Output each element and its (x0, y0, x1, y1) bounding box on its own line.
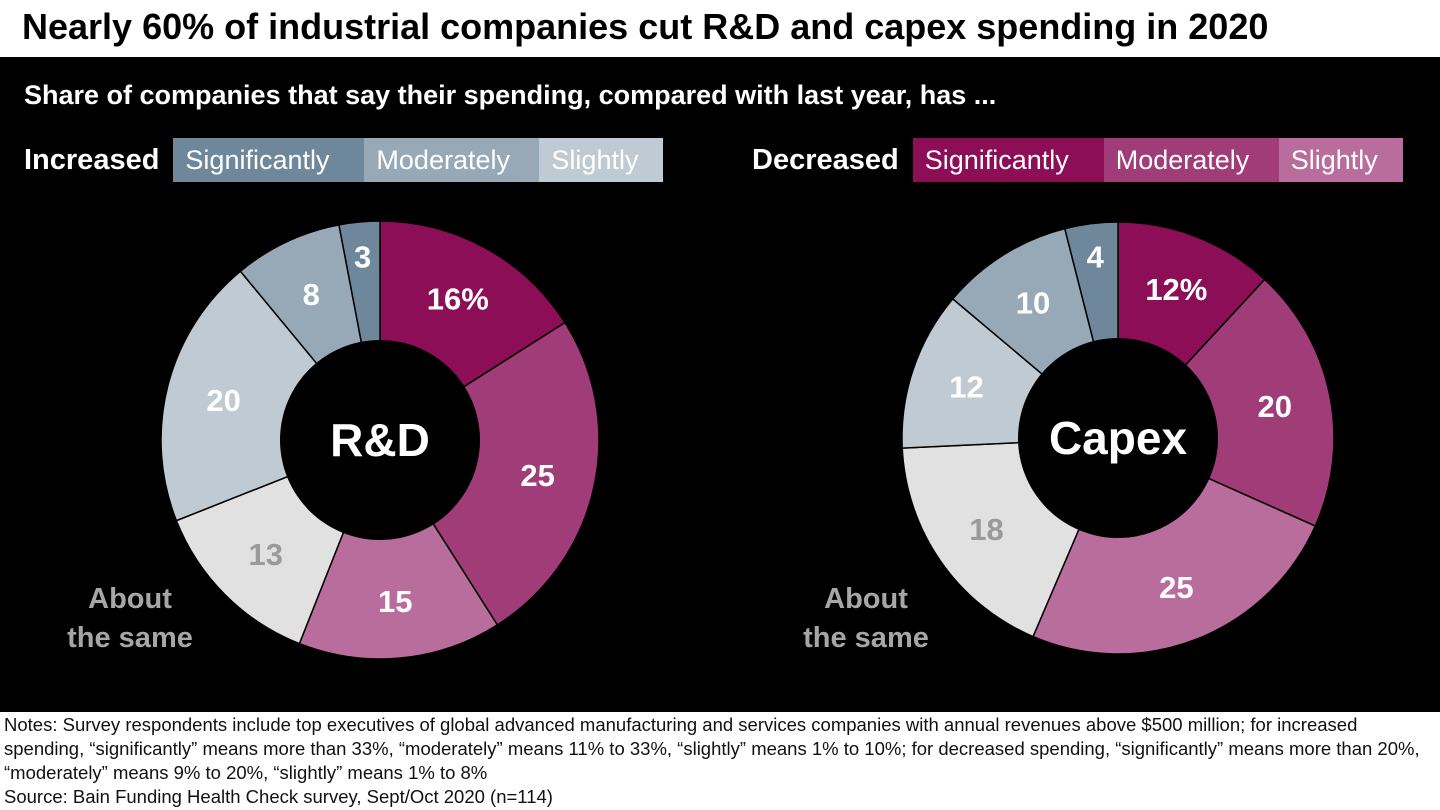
donut-hole (1018, 338, 1218, 538)
notes-block: Notes: Survey respondents include top ex… (4, 713, 1434, 809)
legend-increased: Increased Significantly Moderately Sligh… (24, 138, 664, 182)
legend-increased-slightly: Slightly (539, 138, 664, 182)
annotation-line: the same (803, 622, 929, 654)
legend-decreased-moderately: Moderately (1103, 138, 1279, 182)
donut-slice-decreased-slightly (298, 438, 499, 660)
legend-increased-heading: Increased (24, 143, 160, 176)
slice-data-label: 25 (1159, 570, 1193, 605)
slice-data-label: 12% (1145, 272, 1207, 307)
annotation-line: About (88, 583, 172, 615)
annotation-line: the same (67, 622, 193, 654)
legend-decreased-significantly: Significantly (912, 138, 1104, 182)
legend-increased-moderately: Moderately (364, 138, 540, 182)
slice-data-label: 10 (1016, 285, 1050, 320)
slice-data-label: 13 (249, 537, 283, 572)
donut-center-label: Capex (1049, 412, 1187, 464)
donut-slice-decreased-moderately (1116, 278, 1335, 528)
chart-subtitle: Share of companies that say their spendi… (24, 80, 997, 110)
legend-decreased-slightly: Slightly (1278, 138, 1403, 182)
slice-data-label: 15 (378, 584, 412, 619)
legend-decreased-heading: Decreased (752, 143, 899, 176)
donut-center-label: R&D (330, 414, 430, 466)
legend-decreased: Decreased Significantly Moderately Sligh… (752, 138, 1403, 182)
slice-data-label: 3 (354, 239, 371, 274)
slice-data-label: 25 (520, 458, 554, 493)
source-text: Source: Bain Funding Health Check survey… (4, 786, 553, 807)
slice-data-label: 16% (427, 281, 489, 316)
annotation-about-same-rd: About the same (50, 580, 210, 658)
slice-data-label: 12 (949, 370, 983, 405)
slice-data-label: 20 (1257, 389, 1291, 424)
legend-increased-significantly: Significantly (173, 138, 365, 182)
notes-text: Notes: Survey respondents include top ex… (4, 714, 1420, 783)
donut-slice-decreased-moderately (378, 321, 600, 626)
annotation-about-same-capex: About the same (786, 580, 946, 658)
slice-data-label: 20 (206, 383, 240, 418)
annotation-line: About (824, 583, 908, 615)
donut-hole (280, 340, 480, 540)
slice-data-label: 4 (1087, 239, 1105, 274)
slice-data-label: 18 (969, 512, 1003, 547)
slice-data-label: 8 (303, 277, 320, 312)
chart-title: Nearly 60% of industrial companies cut R… (22, 6, 1269, 47)
